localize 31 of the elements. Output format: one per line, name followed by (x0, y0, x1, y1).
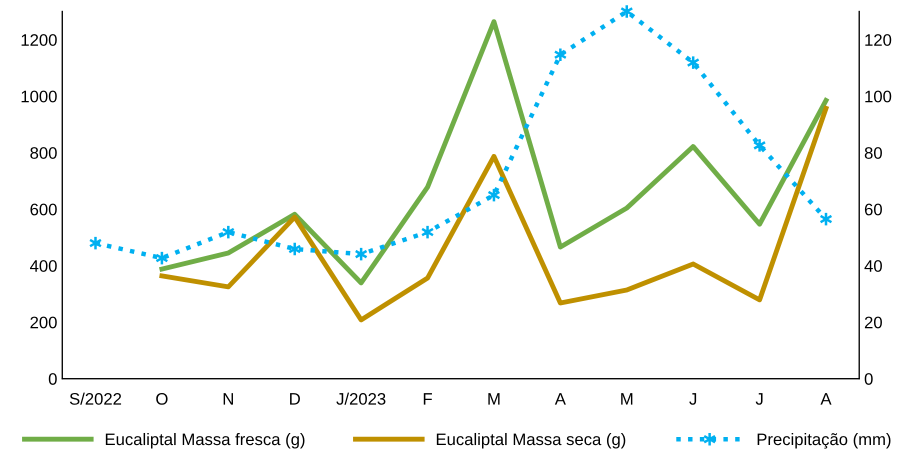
y-tick-label: 0 (48, 373, 57, 385)
y2-tick-label: 20 (864, 316, 882, 328)
x-tick-label: J (756, 393, 763, 405)
x-tick-label: A (554, 393, 566, 405)
y2-tick-label: 40 (864, 260, 882, 272)
y-tick-label: 1200 (22, 34, 57, 46)
x-tick-label: D (290, 393, 300, 405)
y-tick-label: 200 (30, 316, 57, 328)
y2-tick-label: 100 (865, 90, 892, 102)
x-tick-label: O (156, 393, 168, 405)
line-series (159, 106, 828, 322)
x-tick-label: S/2022 (70, 392, 122, 405)
y-tick-label: 400 (30, 260, 57, 272)
x-tick-label: J (689, 393, 696, 405)
y-tick-label: 600 (30, 204, 57, 216)
legend-label: Eucaliptal Massa seca (g) (436, 432, 626, 449)
y-tick-label: 800 (30, 147, 57, 159)
x-tick-label: A (820, 393, 832, 405)
x-tick-label: F (424, 393, 432, 405)
x-tick-label: M (488, 393, 500, 405)
x-tick-label: N (224, 393, 233, 405)
y2-tick-label: 80 (864, 147, 882, 159)
line-series (159, 19, 828, 286)
x-tick-label: M (621, 393, 632, 405)
y2-tick-label: 0 (864, 373, 873, 385)
y2-tick-label: 120 (865, 34, 892, 46)
y2-tick-label: 60 (864, 204, 882, 216)
legend-label: Eucaliptal Massa fresca (g) (106, 432, 304, 449)
legend-label: Precipitação (mm) (758, 432, 890, 449)
y-tick-label: 1000 (22, 90, 57, 102)
x-tick-label: J/2023 (336, 392, 386, 405)
